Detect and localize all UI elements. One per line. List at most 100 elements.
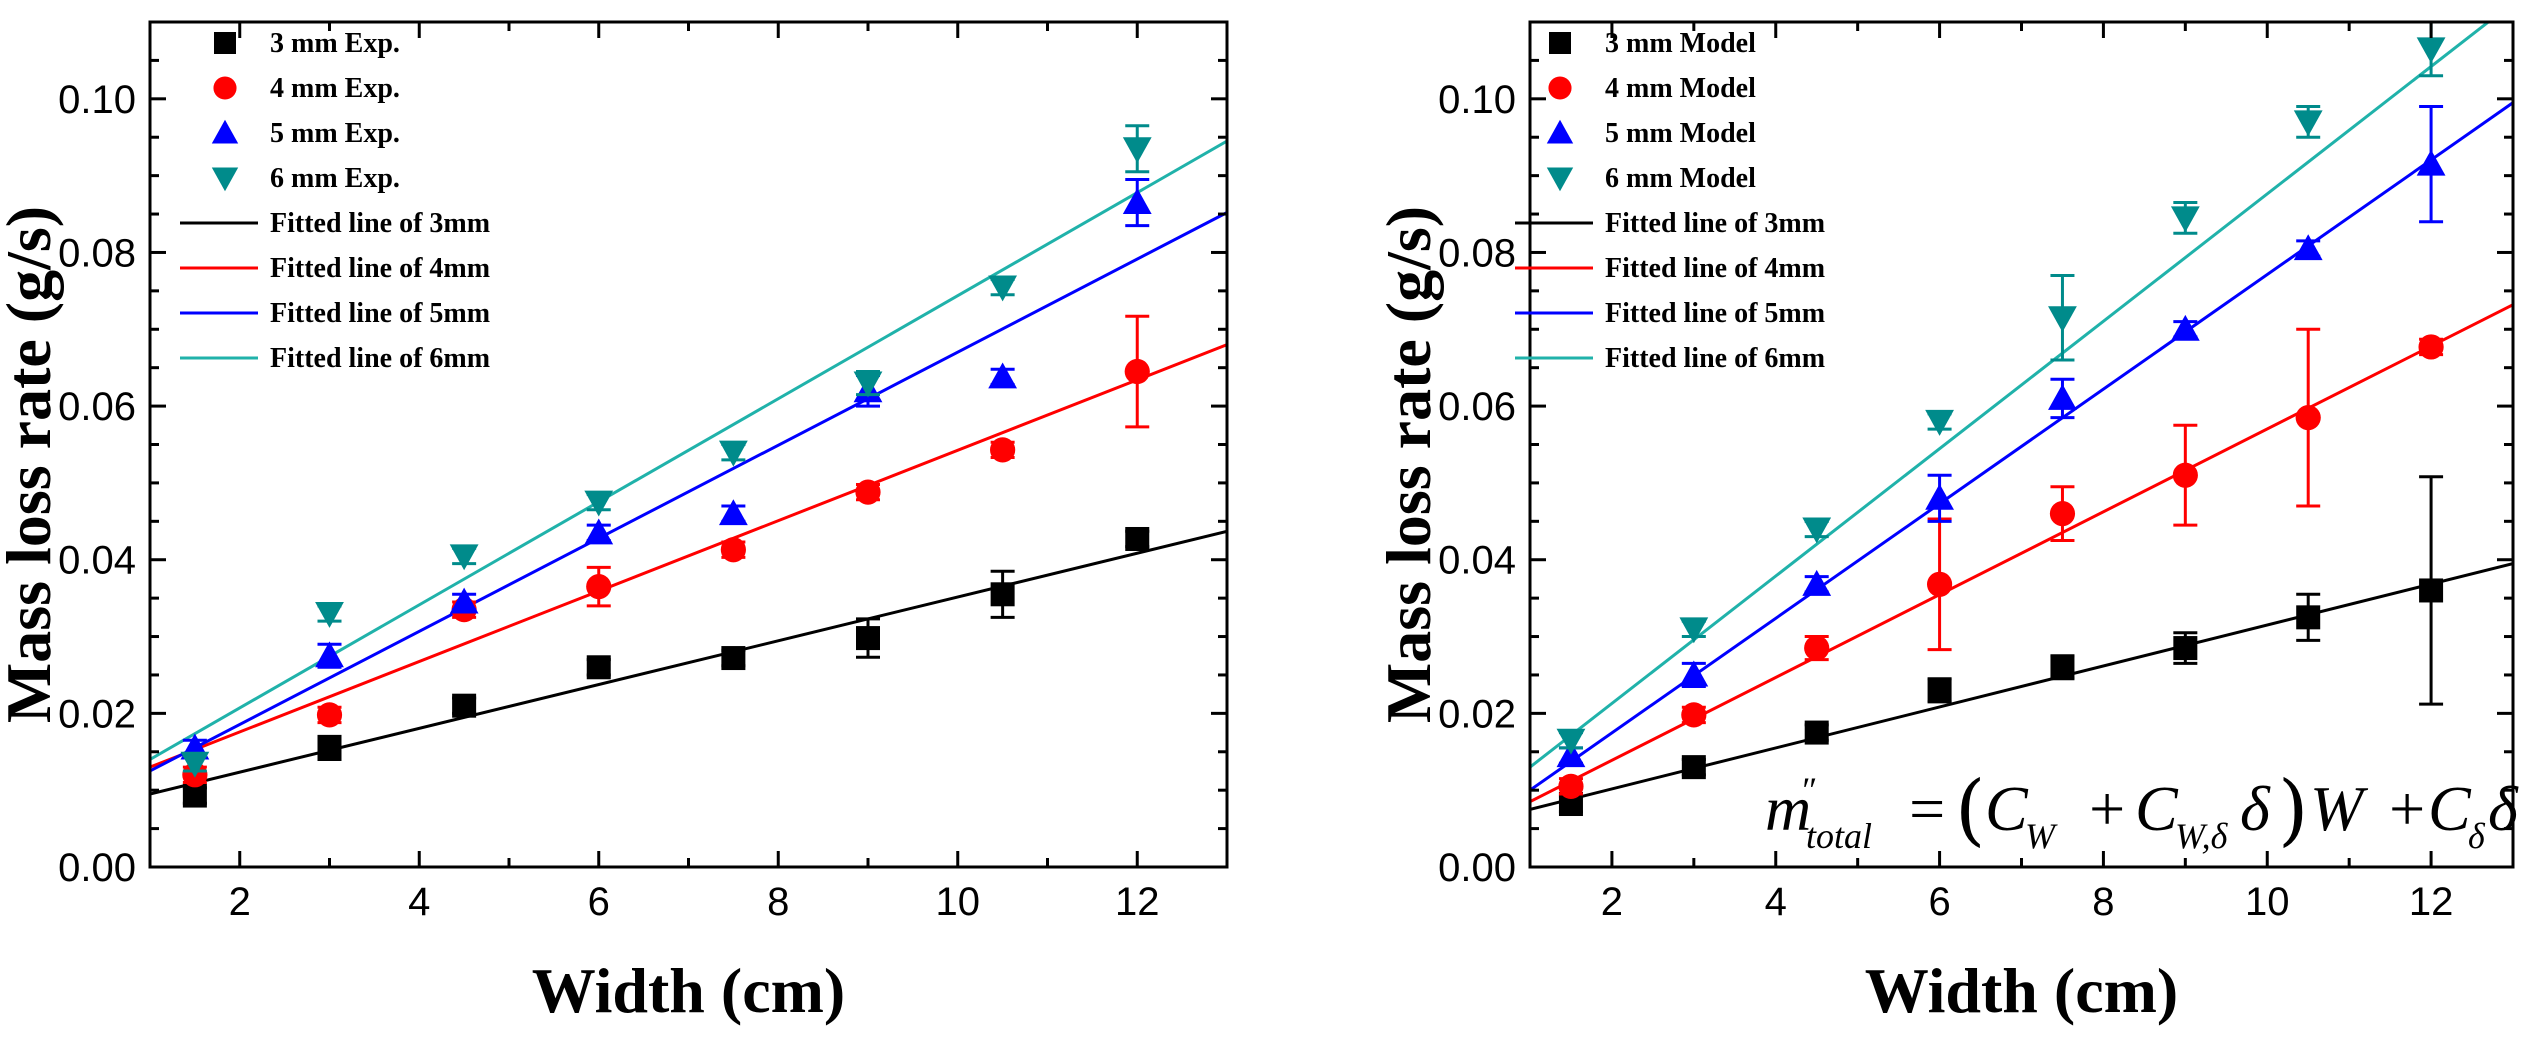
- fitted-lines: [150, 139, 1227, 796]
- legend-marker: [213, 76, 237, 100]
- legend-marker: [211, 119, 239, 144]
- series-6mm: [180, 124, 1152, 778]
- legend-label: 6 mm Exp.: [270, 163, 400, 194]
- legend-marker: [211, 167, 239, 192]
- data-point: [2293, 234, 2323, 261]
- legend-label: Fitted line of 4mm: [1605, 253, 1825, 284]
- y-tick-label: 0.10: [1438, 78, 1516, 122]
- data-point: [1556, 728, 1586, 755]
- data-point: [1125, 526, 1150, 551]
- legend-label: Fitted line of 3mm: [1605, 208, 1825, 239]
- legend-label: Fitted line of 3mm: [270, 208, 490, 239]
- legend-marker: [1546, 119, 1574, 144]
- data-point: [2295, 405, 2321, 431]
- x-tick-label: 8: [2092, 880, 2114, 924]
- legend-label: 3 mm Exp.: [270, 28, 400, 59]
- data-point: [1802, 517, 1832, 544]
- y-tick-label: 0.02: [58, 692, 136, 736]
- data-point: [1679, 617, 1709, 644]
- data-point: [315, 641, 344, 668]
- eq-w: W: [2310, 773, 2369, 844]
- eq-paren-open: (: [1955, 765, 1985, 855]
- y-tick-label: 0.08: [1438, 231, 1516, 275]
- y-tick-label: 0.04: [58, 539, 136, 583]
- y-tick-label: 0.06: [1438, 385, 1516, 429]
- series-4mm: [1558, 327, 2444, 799]
- eq-cd-sub: δ: [2468, 816, 2486, 856]
- data-point: [1804, 720, 1829, 745]
- y-tick-label: 0.04: [1438, 539, 1516, 583]
- fitted-line-5mm: [150, 211, 1227, 773]
- data-point: [856, 626, 880, 651]
- fitted-line-4mm: [1530, 303, 2513, 804]
- data-point: [988, 275, 1018, 302]
- data-point: [2296, 605, 2321, 630]
- legend-label: Fitted line of 5mm: [270, 298, 490, 329]
- data-point: [720, 537, 746, 563]
- data-point: [1925, 483, 1954, 510]
- eq-m: m: [1765, 773, 1811, 844]
- eq-cw-sub: W: [2025, 816, 2058, 856]
- x-tick-label: 2: [229, 880, 251, 924]
- x-axis-title: Width (cm): [1865, 955, 2178, 1026]
- legend-label: 5 mm Model: [1605, 118, 1756, 149]
- data-point: [1681, 702, 1707, 728]
- series-3mm: [182, 526, 1150, 808]
- data-point: [718, 499, 748, 526]
- fitted-line-3mm: [150, 529, 1227, 796]
- data-point: [2293, 110, 2323, 137]
- data-point: [1124, 358, 1150, 385]
- data-point: [452, 693, 477, 718]
- data-point: [584, 518, 614, 545]
- data-point: [315, 601, 344, 628]
- eq-m-sub: total: [1806, 816, 1872, 856]
- y-tick-label: 0.02: [1438, 692, 1516, 736]
- data-point: [2172, 462, 2198, 488]
- y-tick-label: 0.06: [58, 385, 136, 429]
- data-point: [1802, 569, 1832, 596]
- eq-delta-2: δ: [2488, 773, 2519, 844]
- data-point: [1925, 409, 1954, 436]
- data-point: [586, 655, 611, 680]
- data-point: [1679, 660, 1709, 687]
- legend-marker: [1546, 167, 1574, 192]
- fitted-line-4mm: [150, 343, 1227, 769]
- legend-marker: [1549, 32, 1571, 54]
- legend-marker: [1548, 76, 1572, 100]
- x-tick-label: 6: [1928, 880, 1950, 924]
- data-point: [2048, 384, 2077, 410]
- eq-cd: C: [2428, 773, 2472, 844]
- chart-left: 2 4 6 8 10 12 0.00 0.02 0.04 0.06 0.08 0.10 Width (c…: [0, 20, 1229, 1026]
- data-point: [1122, 188, 1152, 215]
- y-tick-label: 0.10: [58, 78, 136, 122]
- eq-equals: =: [1905, 773, 1948, 844]
- series-5mm: [1556, 105, 2446, 768]
- x-tick-label: 4: [1765, 880, 1787, 924]
- eq-cwd-sub: W,δ: [2175, 816, 2229, 856]
- eq-plus-1: +: [2085, 773, 2128, 844]
- data-point: [317, 735, 342, 760]
- data-point: [853, 371, 883, 398]
- x-tick-label: 2: [1601, 880, 1623, 924]
- legend: 3 mm Exp. 4 mm Exp. 5 mm Exp. 6 mm Exp. Fitt…: [180, 28, 490, 374]
- data-point: [990, 437, 1016, 463]
- data-point: [1681, 755, 1706, 780]
- data-point: [1804, 635, 1830, 661]
- data-point: [2416, 149, 2446, 176]
- data-point: [1558, 773, 1584, 799]
- legend-label: Fitted line of 4mm: [270, 253, 490, 284]
- series-3mm: [1558, 475, 2444, 817]
- data-point: [1927, 678, 1952, 703]
- data-point: [988, 362, 1018, 389]
- legend-label: Fitted line of 6mm: [1605, 343, 1825, 374]
- legend-label: 4 mm Model: [1605, 73, 1756, 104]
- data-point: [2416, 37, 2446, 64]
- x-tick-label: 12: [2409, 880, 2454, 924]
- data-point: [180, 751, 210, 778]
- data-point: [2170, 314, 2200, 341]
- eq-delta-1: δ: [2240, 773, 2271, 844]
- y-tick-label: 0.00: [58, 846, 136, 890]
- data-point: [990, 582, 1015, 607]
